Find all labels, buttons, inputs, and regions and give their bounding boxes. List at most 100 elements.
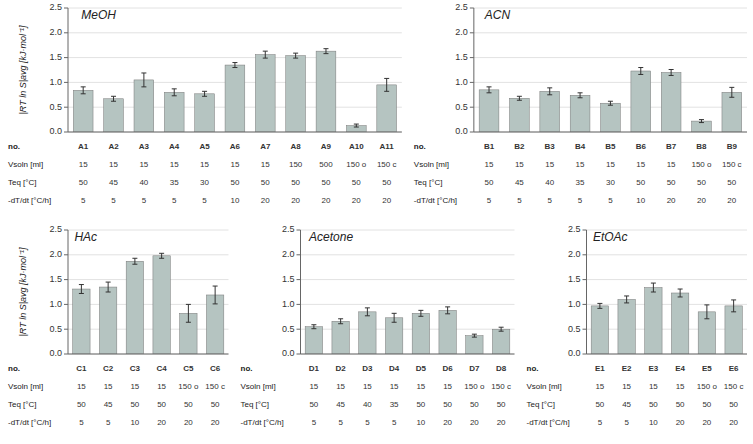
- category-label: A3: [139, 142, 150, 151]
- table-row-label: -dT/dt [°C/h]: [8, 418, 51, 427]
- table-cell: 5: [517, 196, 522, 205]
- error-bar: [704, 305, 709, 319]
- table-cell: 30: [606, 178, 615, 187]
- table-cell: 15: [636, 160, 645, 169]
- tick-label: 1.5: [455, 52, 468, 62]
- bar: [479, 90, 499, 132]
- error-bar: [202, 91, 207, 96]
- grid-line: [68, 279, 229, 280]
- error-bar: [638, 68, 643, 75]
- table-cell: 20: [667, 196, 676, 205]
- category-label: C4: [157, 364, 168, 373]
- panel-title: Acetone: [308, 230, 353, 244]
- error-bar: [213, 286, 218, 304]
- panel-title: HAc: [74, 230, 97, 244]
- table-cell: 50: [211, 400, 220, 409]
- panel: 0.00.51.01.52.02.5MeOH|RT ln S|avg [kJ·m…: [8, 2, 402, 205]
- tick-mark: [470, 107, 474, 108]
- table-cell: 5: [81, 196, 86, 205]
- marks: [73, 253, 224, 354]
- tick-mark: [583, 254, 587, 255]
- grid-line: [301, 279, 515, 280]
- table-row-label: Vsoln [ml]: [414, 160, 449, 169]
- table-row-label: no.: [8, 142, 20, 151]
- tick-label: 1.5: [282, 274, 295, 284]
- category-label: D6: [443, 364, 454, 373]
- marks: [305, 307, 510, 354]
- x-axis: [474, 132, 747, 133]
- table-cell: 150 o: [691, 160, 712, 169]
- y-axis: [473, 8, 474, 132]
- tick-label: 0.5: [49, 102, 62, 112]
- tick-mark: [64, 82, 68, 83]
- category-label: E5: [702, 364, 712, 373]
- table-cell: 5: [365, 418, 370, 427]
- table-row-label: no.: [241, 364, 253, 373]
- bar: [439, 310, 456, 354]
- tick-label: 0.5: [49, 324, 62, 334]
- tick-mark: [583, 329, 587, 330]
- table-cell: 5: [312, 418, 317, 427]
- table-cell: 40: [363, 400, 372, 409]
- error-bar: [263, 51, 268, 58]
- table-cell: 150 c: [491, 382, 511, 391]
- bar: [225, 65, 245, 132]
- table-cell: 50: [729, 400, 738, 409]
- error-bar: [172, 89, 177, 96]
- table-cell: 15: [109, 160, 118, 169]
- table-cell: 50: [352, 178, 361, 187]
- tick-label: 0.5: [455, 102, 468, 112]
- bar: [316, 51, 336, 132]
- tick-label: 1.5: [49, 274, 62, 284]
- grid-line: [68, 304, 229, 305]
- grid-line: [68, 329, 229, 330]
- bar: [104, 99, 124, 132]
- bar: [661, 72, 681, 132]
- panel: 0.00.51.01.52.02.5Acetoneno.D1D2D3D4D5D6…: [241, 224, 515, 427]
- table-row-label: Vsoln [ml]: [527, 382, 562, 391]
- table-cell: 15: [595, 382, 604, 391]
- table-row-label: -dT/dt [°C/h]: [8, 196, 51, 205]
- bar: [332, 321, 349, 354]
- panel-title: ACN: [484, 8, 511, 22]
- x-axis: [68, 132, 402, 133]
- error-bar: [499, 327, 504, 331]
- category-label: C2: [103, 364, 114, 373]
- panel: 0.00.51.01.52.02.5ACNno.B1B2B3B4B5B6B7B8…: [414, 2, 747, 205]
- error-bar: [487, 87, 492, 93]
- table-cell: 15: [545, 160, 554, 169]
- y-axis-label: |RT ln S|avg [kJ·mol⁻¹]: [18, 25, 28, 115]
- table-cell: 15: [230, 160, 239, 169]
- category-label: D4: [389, 364, 400, 373]
- table-cell: 20: [702, 418, 711, 427]
- panel-title: EtOAc: [593, 230, 628, 244]
- error-bar: [445, 307, 450, 314]
- table-row-label: Vsoln [ml]: [8, 160, 43, 169]
- grid-line: [587, 304, 748, 305]
- table-cell: 50: [157, 400, 166, 409]
- table-cell: 15: [79, 160, 88, 169]
- grid-line: [301, 254, 515, 255]
- table-cell: 20: [322, 196, 331, 205]
- category-label: B6: [636, 142, 647, 151]
- table-cell: 15: [363, 382, 372, 391]
- error-bar: [384, 78, 389, 91]
- tick-label: 2.0: [49, 27, 62, 37]
- table-cell: 50: [322, 178, 331, 187]
- error-bar: [106, 282, 111, 292]
- table-cell: 5: [487, 196, 492, 205]
- bar: [466, 336, 483, 354]
- table-cell: 15: [622, 382, 631, 391]
- bar: [195, 94, 215, 132]
- grid-line: [68, 354, 229, 355]
- table-cell: 15: [649, 382, 658, 391]
- category-label: C5: [183, 364, 194, 373]
- category-label: A9: [321, 142, 332, 151]
- tick-mark: [583, 230, 587, 231]
- error-bar: [669, 70, 674, 76]
- table-cell: 20: [729, 418, 738, 427]
- table-cell: 5: [624, 418, 629, 427]
- table-cell: 20: [291, 196, 300, 205]
- tick-mark: [583, 354, 587, 355]
- category-label: C3: [130, 364, 141, 373]
